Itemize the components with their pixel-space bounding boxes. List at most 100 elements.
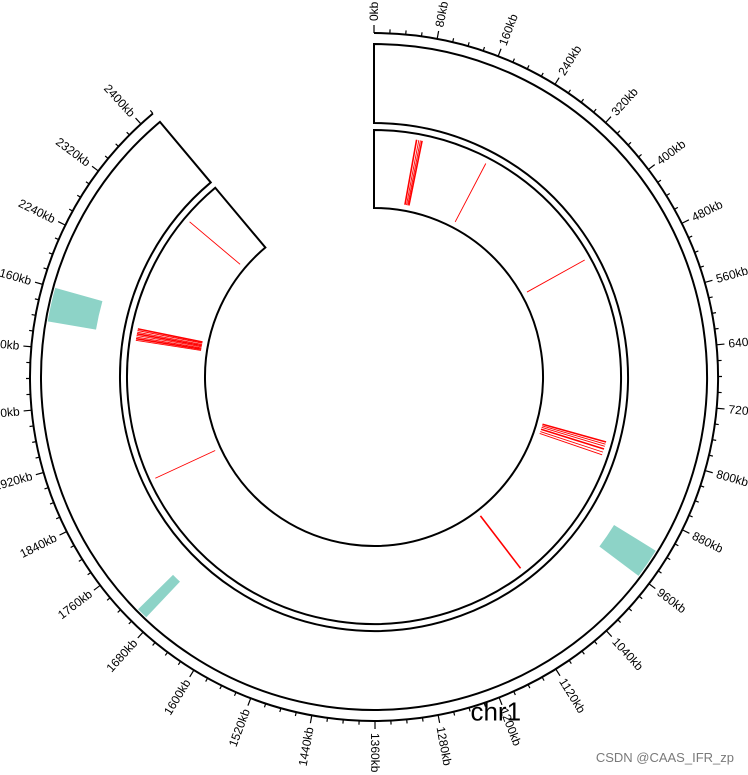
major-tick: [436, 30, 440, 39]
tick-label: 880kb: [690, 529, 726, 556]
tick-label: 2320kb: [53, 135, 93, 170]
minor-tick: [452, 38, 455, 43]
track2-line-18: [136, 332, 202, 347]
tick-label: 560kb: [714, 263, 748, 286]
tick-label: 640kb: [728, 334, 748, 351]
minor-tick: [152, 642, 156, 646]
track2-line-17: [136, 334, 202, 348]
minor-tick: [104, 155, 109, 160]
track2-line-8: [541, 426, 605, 447]
minor-tick: [32, 441, 37, 443]
major-tick: [59, 530, 67, 536]
minor-tick: [44, 487, 49, 490]
major-tick: [648, 583, 656, 590]
tick-label: 80kb: [432, 0, 451, 28]
minor-tick: [714, 327, 719, 330]
tick-label: 800kb: [715, 467, 748, 489]
tick-label: 160kb: [496, 12, 521, 48]
track2-line-11: [539, 433, 603, 456]
minor-tick: [115, 143, 120, 147]
minor-tick: [106, 597, 111, 601]
tick-label: 1440kb: [296, 726, 317, 768]
tick-label: 1360kb: [368, 733, 382, 773]
minor-tick: [31, 314, 36, 316]
major-tick: [135, 117, 142, 125]
major-tick: [137, 631, 144, 639]
track2-line-19: [137, 331, 203, 345]
tick-label: 1120kb: [556, 676, 588, 716]
major-tick: [605, 116, 612, 124]
track2-line-3: [408, 140, 423, 206]
major-tick: [23, 345, 32, 348]
tick-label: 2000kb: [0, 404, 21, 422]
minor-tick: [483, 702, 487, 707]
major-tick: [704, 470, 713, 474]
tick-label: 400kb: [654, 137, 689, 168]
minor-tick: [708, 454, 714, 457]
major-tick: [247, 697, 252, 706]
minor-tick: [35, 456, 40, 459]
minor-tick: [593, 108, 597, 113]
minor-tick: [638, 154, 642, 158]
minor-tick: [512, 58, 515, 63]
minor-tick: [128, 620, 133, 625]
major-tick: [23, 409, 32, 412]
major-tick: [91, 165, 99, 172]
minor-tick: [453, 711, 456, 716]
minor-tick: [567, 89, 572, 94]
minor-tick: [688, 514, 693, 518]
track2-line-15: [135, 337, 202, 350]
minor-tick: [279, 707, 282, 713]
track2-line-7: [541, 425, 606, 445]
tick-label: 1600kb: [161, 676, 194, 717]
minor-tick: [526, 65, 530, 70]
major-tick: [498, 697, 503, 706]
track1-rect-1: [138, 574, 180, 618]
tick-label: 1520kb: [226, 707, 253, 749]
minor-tick: [149, 110, 154, 114]
watermark: CSDN @CAAS_IFR_zp: [595, 750, 734, 765]
major-tick: [555, 668, 561, 677]
minor-tick: [164, 651, 169, 656]
minor-tick: [54, 237, 59, 241]
tick-label: 1280kb: [433, 725, 454, 767]
major-tick: [437, 714, 441, 723]
minor-tick: [694, 250, 699, 253]
minor-tick: [688, 235, 693, 239]
minor-tick: [205, 677, 209, 682]
minor-tick: [638, 595, 643, 600]
tick-label: 1760kb: [55, 587, 95, 622]
track1-border: [40, 42, 708, 711]
minor-tick: [540, 72, 544, 77]
major-tick: [605, 630, 613, 638]
minor-tick: [420, 32, 423, 37]
minor-tick: [78, 558, 83, 562]
minor-tick: [219, 685, 223, 690]
minor-tick: [29, 329, 34, 332]
track2-line-0: [404, 139, 418, 205]
tick-label: 240kb: [555, 42, 584, 77]
major-tick: [34, 281, 43, 285]
minor-tick: [48, 252, 53, 255]
minor-tick: [527, 684, 531, 689]
minor-tick: [294, 711, 297, 717]
tick-label: 1840kb: [18, 531, 60, 561]
track2-line-12: [479, 515, 522, 569]
tick-label: 2080kb: [0, 335, 20, 352]
tick-label: 960kb: [654, 585, 689, 616]
tick-label: 480kb: [689, 197, 725, 224]
track2-line-4: [454, 163, 487, 223]
minor-tick: [467, 42, 470, 47]
tick-label: 320kb: [608, 85, 641, 119]
minor-tick: [49, 501, 54, 505]
minor-tick: [468, 707, 471, 712]
minor-tick: [126, 131, 130, 136]
minor-tick: [76, 194, 81, 198]
major-tick: [681, 219, 690, 224]
minor-tick: [568, 660, 572, 664]
minor-tick: [699, 265, 705, 268]
major-tick: [35, 471, 44, 476]
minor-tick: [421, 717, 424, 722]
minor-tick: [68, 208, 73, 212]
